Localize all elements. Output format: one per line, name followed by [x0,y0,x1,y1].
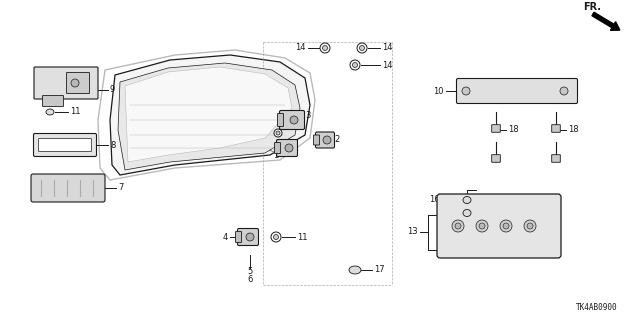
Circle shape [271,232,281,242]
FancyBboxPatch shape [42,95,63,107]
Text: 18: 18 [508,125,518,134]
Circle shape [455,223,461,229]
Polygon shape [110,55,310,175]
FancyBboxPatch shape [278,114,284,126]
Circle shape [323,136,331,144]
Circle shape [323,45,328,51]
Circle shape [527,223,533,229]
FancyBboxPatch shape [316,132,335,148]
Text: 16: 16 [429,196,440,204]
Circle shape [357,43,367,53]
Text: 3: 3 [305,111,310,121]
Circle shape [320,43,330,53]
FancyBboxPatch shape [275,142,280,154]
Text: 17: 17 [374,266,385,275]
Circle shape [246,233,254,241]
Polygon shape [125,67,292,162]
Circle shape [479,223,485,229]
FancyBboxPatch shape [437,194,561,258]
Text: 5: 5 [248,268,253,276]
FancyBboxPatch shape [492,125,500,132]
Text: TK4AB0900: TK4AB0900 [577,303,618,312]
FancyBboxPatch shape [314,135,319,145]
Text: 2: 2 [334,135,339,145]
Circle shape [500,220,512,232]
Text: 1: 1 [273,150,278,159]
Text: 11: 11 [297,233,307,242]
Text: 13: 13 [408,228,418,236]
FancyBboxPatch shape [237,228,259,245]
FancyBboxPatch shape [492,155,500,162]
Text: 9: 9 [110,85,115,94]
Circle shape [71,79,79,87]
FancyBboxPatch shape [456,78,577,103]
Circle shape [353,62,358,68]
FancyBboxPatch shape [280,110,305,130]
Circle shape [285,144,293,152]
FancyBboxPatch shape [552,155,560,162]
FancyBboxPatch shape [67,73,90,93]
Circle shape [452,220,464,232]
Text: 4: 4 [223,233,228,242]
Ellipse shape [349,266,361,274]
Circle shape [276,131,280,135]
Circle shape [560,87,568,95]
Polygon shape [118,63,300,170]
FancyArrow shape [592,12,620,30]
Ellipse shape [463,210,471,217]
Circle shape [476,220,488,232]
Text: 14: 14 [382,60,392,69]
Text: 15: 15 [438,209,448,218]
Text: 11: 11 [70,108,81,116]
Text: 14: 14 [382,44,392,52]
Text: 8: 8 [110,140,115,149]
FancyBboxPatch shape [38,139,92,151]
Circle shape [274,129,282,137]
Text: 14: 14 [296,44,306,52]
Circle shape [273,235,278,239]
Ellipse shape [463,196,471,204]
Text: 12: 12 [269,119,280,129]
Text: 6: 6 [247,275,253,284]
Text: FR.: FR. [583,2,601,12]
FancyBboxPatch shape [552,125,560,132]
FancyBboxPatch shape [34,67,98,99]
Circle shape [462,87,470,95]
FancyBboxPatch shape [236,231,241,243]
Text: 18: 18 [568,125,579,134]
FancyBboxPatch shape [31,174,105,202]
Text: 7: 7 [118,183,124,193]
Circle shape [524,220,536,232]
FancyBboxPatch shape [33,133,97,156]
Circle shape [290,116,298,124]
Circle shape [360,45,365,51]
Circle shape [350,60,360,70]
Circle shape [503,223,509,229]
Text: 10: 10 [433,86,444,95]
FancyBboxPatch shape [276,140,298,156]
Ellipse shape [46,109,54,115]
